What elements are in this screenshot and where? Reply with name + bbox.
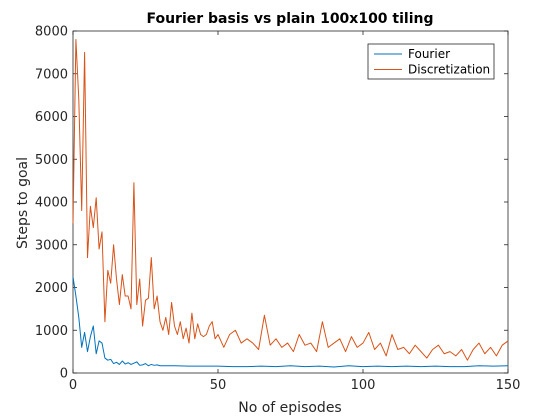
y-tick-label: 1000 bbox=[35, 324, 68, 339]
y-tick-label: 7000 bbox=[35, 67, 68, 82]
series-line-discretization bbox=[72, 39, 509, 361]
series-layer bbox=[72, 39, 509, 368]
x-axis-label: No of episodes bbox=[238, 400, 341, 416]
y-tick-label: 3000 bbox=[35, 238, 68, 253]
legend-label: Fourier bbox=[408, 47, 450, 61]
chart-title: Fourier basis vs plain 100x100 tiling bbox=[146, 11, 433, 27]
x-tick-label: 50 bbox=[210, 378, 227, 393]
legend-label: Discretization bbox=[408, 63, 490, 77]
y-tick-label: 5000 bbox=[35, 153, 68, 168]
x-tick-label: 150 bbox=[496, 378, 521, 393]
y-tick-label: 4000 bbox=[35, 196, 68, 211]
y-tick-label: 0 bbox=[60, 367, 68, 382]
x-tick-label: 100 bbox=[351, 378, 376, 393]
legend: Fourier Discretization bbox=[367, 43, 495, 80]
x-tick-label: 0 bbox=[69, 378, 77, 393]
legend-box bbox=[367, 43, 495, 80]
series-line-fourier bbox=[72, 276, 509, 368]
plot-area bbox=[72, 30, 509, 374]
y-tick-label: 8000 bbox=[35, 25, 68, 40]
y-axis-label: Steps to goal bbox=[15, 157, 31, 249]
y-tick-label: 2000 bbox=[35, 281, 68, 296]
y-tick-label: 6000 bbox=[35, 110, 68, 125]
